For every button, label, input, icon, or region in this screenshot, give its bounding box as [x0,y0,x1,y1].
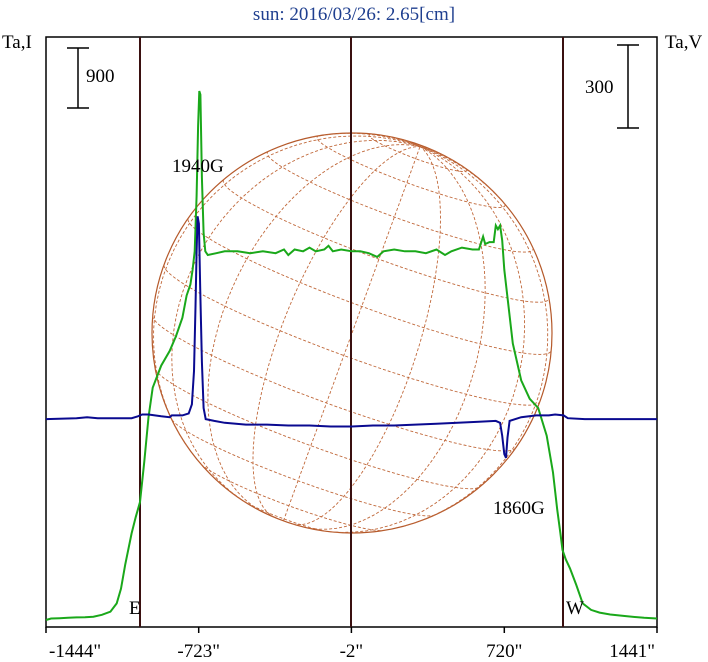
west-limb-label: W [566,598,584,619]
right-scale-label: 300 [585,77,614,98]
left-scale-bar [67,47,89,109]
x-tick-label-0: -1444" [49,641,101,662]
x-tick-label-1: -723" [177,641,220,662]
annotation-1860g: 1860G [493,498,545,519]
x-tick-label-2: -2" [340,641,364,662]
left-axis-label: Ta,I [2,32,32,53]
left-scale-label: 900 [86,66,115,87]
annotation-1940g: 1940G [172,156,224,177]
series-line-0 [45,90,658,621]
x-tick-label-3: 720" [486,641,522,662]
x-tick-label-4: 1441" [609,641,655,662]
right-scale-bar [617,44,639,129]
series-line-1 [45,216,657,459]
right-axis-label: Ta,V [665,32,702,53]
chart-title: sun: 2016/03/26: 2.65[cm] [253,4,455,25]
east-limb-label: E [129,598,141,619]
